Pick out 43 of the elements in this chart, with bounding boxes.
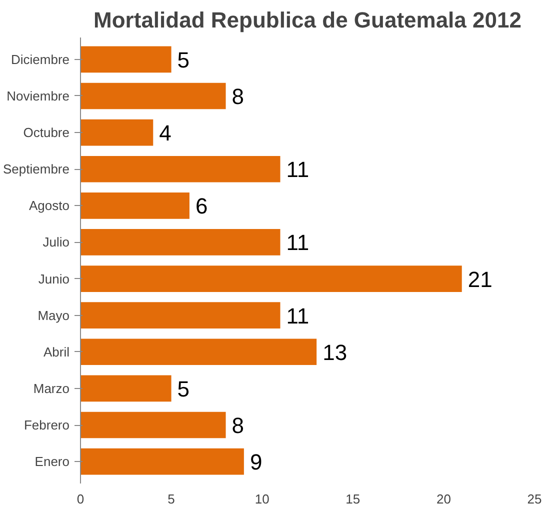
y-tick-label: Noviembre	[6, 88, 70, 104]
y-tick-label: Febrero	[24, 418, 70, 433]
y-tick-label: Agosto	[29, 198, 70, 214]
data-label: 13	[322, 340, 348, 365]
data-label: 8	[232, 84, 244, 109]
bar	[80, 266, 462, 292]
y-tick-label: Mayo	[38, 308, 70, 323]
x-tick-label: 0	[76, 492, 84, 506]
data-label: 5	[177, 376, 190, 402]
bar	[80, 46, 172, 73]
bar	[80, 412, 226, 438]
data-label: 8	[232, 413, 244, 438]
x-tick-label: 15	[346, 492, 360, 506]
x-tick-label: 10	[254, 492, 270, 506]
bar	[80, 375, 172, 402]
y-tick-label: Marzo	[33, 380, 70, 396]
data-label: 9	[250, 450, 262, 475]
y-tick-label: Enero	[34, 454, 70, 470]
data-label: 21	[468, 266, 492, 292]
bar	[80, 156, 280, 182]
data-label: 11	[286, 303, 310, 328]
x-tick-label: 20	[436, 492, 451, 506]
data-label: 5	[177, 47, 190, 72]
data-label: 6	[195, 194, 208, 219]
bar	[80, 338, 317, 366]
data-label: 4	[159, 120, 172, 146]
bar	[80, 448, 244, 475]
y-tick-label: Junio	[38, 271, 70, 286]
x-tick-label: 25	[527, 492, 542, 506]
bar	[80, 302, 280, 328]
x-tick-label: 5	[168, 492, 175, 506]
bar	[80, 229, 280, 256]
y-tick-label: Abril	[43, 344, 70, 360]
bar	[80, 192, 190, 219]
data-label: 11	[286, 157, 310, 182]
y-tick-label: Septiembre	[3, 162, 70, 177]
y-tick-label: Julio	[42, 234, 70, 250]
y-tick-label: Octubre	[23, 125, 70, 140]
chart-title: Mortalidad Republica de Guatemala 2012	[94, 8, 522, 32]
bar	[80, 119, 154, 146]
data-label: 11	[286, 230, 310, 256]
bar	[80, 82, 226, 110]
y-tick-label: Diciembre	[10, 52, 70, 67]
